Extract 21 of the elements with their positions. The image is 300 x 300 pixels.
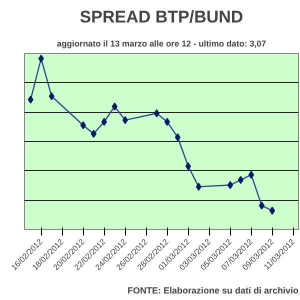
point xyxy=(185,162,192,170)
point xyxy=(196,182,202,191)
chart-subtitle: aggiornato il 13 marzo alle ore 12 - ultimo dato: 3,07 xyxy=(56,38,266,48)
point xyxy=(227,181,234,190)
point xyxy=(164,118,170,126)
chart-title: SPREAD BTP/BUND xyxy=(80,8,244,26)
point xyxy=(112,102,118,110)
point xyxy=(258,202,265,210)
point xyxy=(174,133,181,142)
point xyxy=(269,206,276,215)
point xyxy=(28,96,34,104)
point xyxy=(38,54,44,63)
point xyxy=(154,109,160,118)
point xyxy=(80,121,86,130)
point xyxy=(101,118,107,126)
point xyxy=(48,92,54,100)
point xyxy=(90,130,96,138)
point xyxy=(238,176,244,184)
point xyxy=(122,116,128,124)
point xyxy=(248,170,254,179)
source-note: FONTE: Elaborazione su dati di archivio xyxy=(127,286,299,296)
